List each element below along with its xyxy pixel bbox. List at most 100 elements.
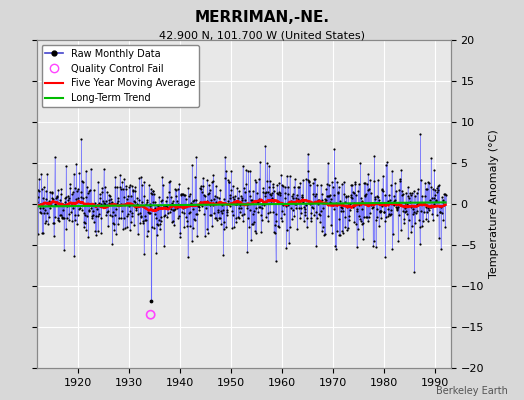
Point [373,206,381,212]
Point [238,163,247,169]
Point [53,193,61,199]
Point [204,182,213,188]
Point [41,207,49,213]
Point [146,298,155,304]
Point [125,184,133,190]
Point [170,206,178,213]
Point [400,216,408,222]
Point [136,210,144,217]
Point [329,202,337,208]
Point [104,207,113,214]
Point [290,212,299,219]
Point [332,200,340,207]
Point [291,201,299,207]
Point [245,224,254,230]
Point [45,198,53,204]
Point [361,192,369,198]
Point [33,199,41,206]
Point [40,184,48,190]
Point [195,206,203,213]
Point [367,202,376,208]
Point [254,209,263,216]
Point [327,222,335,228]
Point [217,210,226,216]
Point [228,183,237,189]
Point [384,197,392,204]
Text: 42.900 N, 101.700 W (United States): 42.900 N, 101.700 W (United States) [159,30,365,40]
Point [35,188,43,194]
Point [319,204,328,211]
Point [270,229,278,235]
Point [412,189,421,196]
Point [320,232,329,238]
Point [54,215,62,221]
Point [345,216,354,223]
Point [38,230,47,236]
Point [97,189,106,195]
Point [231,201,239,208]
Point [157,214,166,220]
Point [147,190,156,196]
Point [245,192,254,199]
Point [397,167,406,174]
Point [141,217,150,223]
Point [244,168,253,174]
Point [421,204,430,210]
Point [146,210,155,217]
Point [440,191,449,198]
Point [97,230,106,236]
Point [40,210,49,216]
Y-axis label: Temperature Anomaly (°C): Temperature Anomaly (°C) [489,130,499,278]
Point [271,230,279,236]
Point [220,226,228,232]
Point [282,245,290,251]
Point [297,205,305,211]
Point [215,215,224,221]
Point [308,204,316,211]
Point [352,244,361,250]
Point [234,214,242,220]
Point [242,167,250,173]
Point [417,208,425,214]
Point [187,201,195,208]
Point [51,201,59,208]
Point [373,214,381,220]
Point [286,198,294,205]
Point [248,188,257,194]
Point [342,193,350,200]
Point [224,197,232,204]
Point [149,191,158,198]
Point [424,204,432,211]
Point [162,204,171,210]
Point [47,189,56,195]
Point [60,215,69,221]
Point [207,196,215,203]
Point [44,221,52,228]
Point [103,202,111,208]
Point [74,212,83,218]
Point [218,202,226,208]
Point [347,195,356,202]
Point [423,179,432,185]
Point [236,192,245,199]
Point [321,198,330,205]
Point [162,198,170,204]
Point [163,205,172,211]
Point [312,209,321,216]
Point [243,204,251,211]
Point [53,216,62,223]
Point [145,182,154,188]
Point [295,184,303,190]
Point [205,190,213,196]
Point [344,192,352,199]
Point [361,180,369,187]
Point [88,202,96,208]
Point [359,214,368,220]
Point [407,204,416,210]
Point [42,210,51,216]
Point [263,178,271,184]
Point [411,210,420,216]
Point [170,206,179,212]
Point [287,198,296,204]
Point [409,206,417,212]
